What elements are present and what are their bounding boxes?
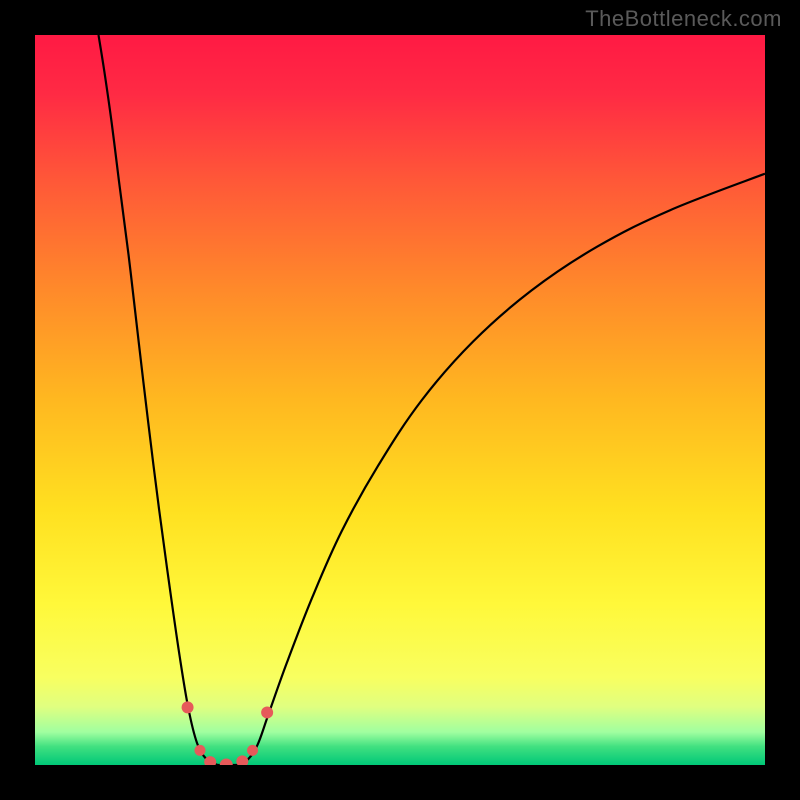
marker-point (194, 745, 205, 756)
marker-point (247, 745, 258, 756)
watermark-text: TheBottleneck.com (585, 6, 782, 32)
plot-svg (35, 35, 765, 765)
marker-point (261, 706, 273, 718)
plot-area (35, 35, 765, 765)
marker-point (182, 701, 194, 713)
chart-container: TheBottleneck.com (0, 0, 800, 800)
